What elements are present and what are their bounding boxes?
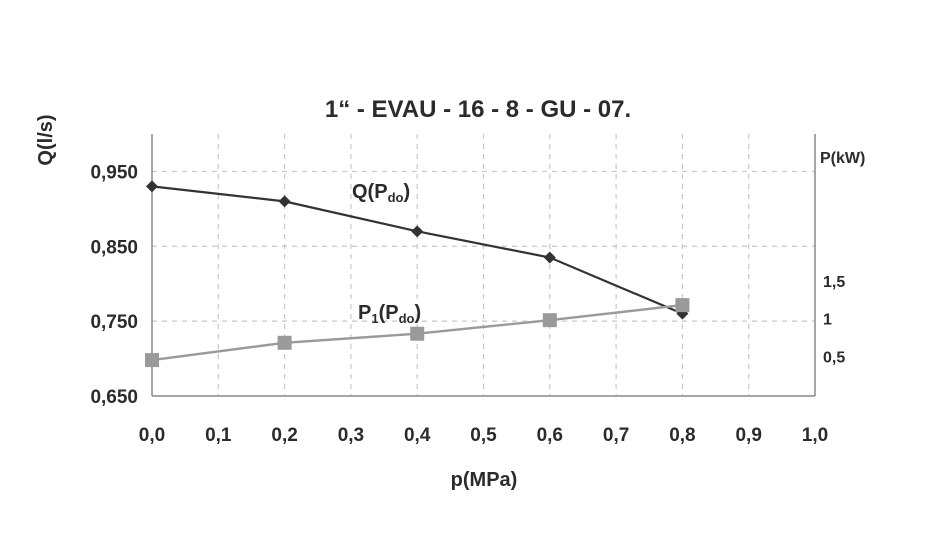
series-label-p1-sub: do — [399, 311, 415, 326]
y2-axis-label: P(kW) — [820, 150, 865, 167]
x-tick-label: 0,2 — [271, 425, 297, 446]
x-tick-label: 0,0 — [139, 425, 165, 446]
x-tick-label: 0,8 — [669, 425, 695, 446]
y-tick-label: 0,950 — [90, 162, 138, 183]
x-tick-label: 0,9 — [735, 425, 761, 446]
x-tick-labels: 0,0 0,1 0,2 0,3 0,4 0,5 0,6 0,7 0,8 0,9 1,0 — [139, 425, 828, 446]
y-axis-label: Q(l/s) — [35, 114, 57, 165]
y2-tick-label: 1,5 — [823, 274, 845, 291]
y2-tick-label: 1 — [823, 312, 832, 329]
series-label-p1-main: P — [358, 302, 371, 324]
y2-tick-labels: 0,5 1 1,5 — [823, 274, 845, 366]
series-label-p1-end: ) — [414, 302, 421, 324]
x-tick-label: 0,7 — [603, 425, 629, 446]
chart-title: 1“ - EVAU - 16 - 8 - GU - 07. — [325, 96, 631, 123]
x-tick-label: 0,5 — [470, 425, 497, 446]
series-label-q: Q(Pdo) — [352, 181, 410, 205]
series-point-q — [278, 195, 291, 208]
series-layer — [145, 180, 690, 368]
series-label-q-end: ) — [403, 181, 410, 203]
y2-tick-label: 0,5 — [823, 349, 845, 366]
series-label-q-main: Q(P — [352, 181, 388, 203]
series-label-p1-sub1: 1 — [371, 311, 378, 326]
series-point-q — [543, 251, 556, 264]
axes — [151, 134, 816, 397]
series-point-p1 — [410, 326, 425, 341]
x-tick-label: 0,1 — [205, 425, 232, 446]
series-point-p1 — [145, 353, 159, 368]
series-point-q — [411, 225, 424, 238]
x-tick-label: 0,3 — [338, 425, 364, 446]
series-label-p1: P1(Pdo) — [358, 302, 421, 326]
series-label-p1-mid: (P — [379, 302, 399, 324]
series-point-p1 — [542, 313, 557, 328]
x-tick-label: 1,0 — [802, 425, 828, 446]
x-tick-label: 0,6 — [537, 425, 563, 446]
series-point-p1 — [675, 298, 690, 313]
series-point-q — [146, 180, 158, 193]
y-tick-label: 0,850 — [90, 237, 138, 258]
series-point-p1 — [277, 335, 292, 350]
series-label-q-sub: do — [388, 190, 404, 205]
x-tick-label: 0,4 — [404, 425, 431, 446]
grid — [152, 134, 816, 396]
y-tick-labels: 0,650 0,750 0,850 0,950 — [90, 162, 138, 408]
y-tick-label: 0,650 — [90, 387, 138, 408]
x-axis-label: p(MPa) — [451, 469, 518, 491]
y-tick-label: 0,750 — [90, 312, 138, 333]
